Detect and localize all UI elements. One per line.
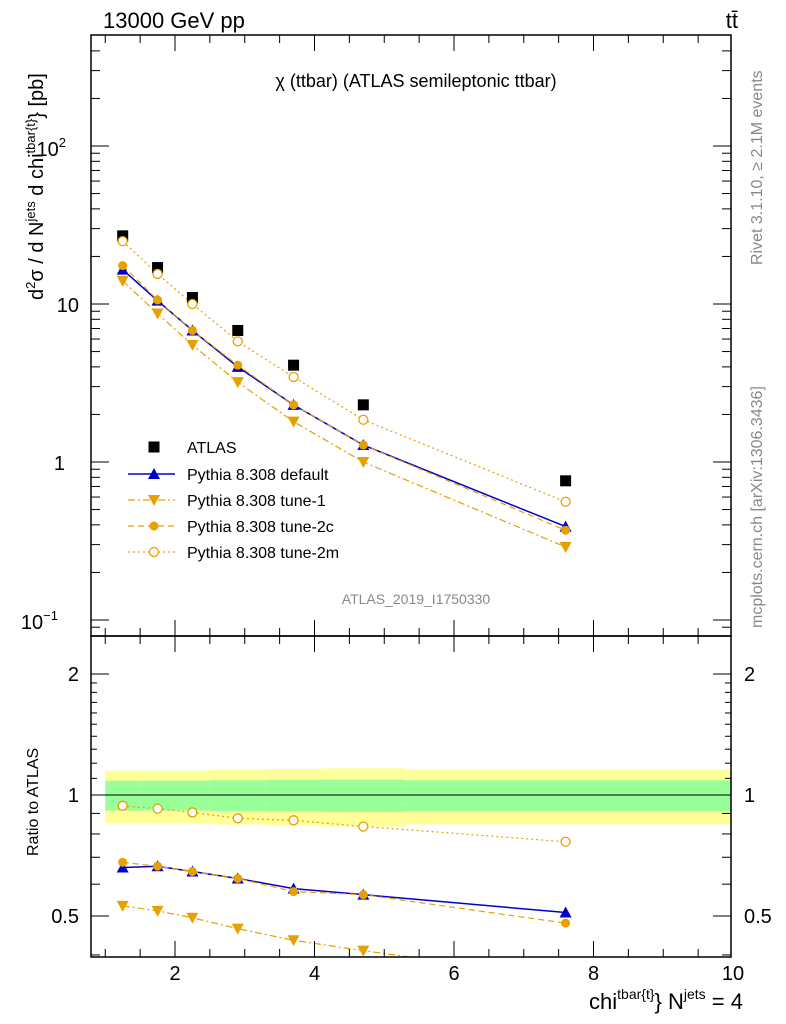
data-point-atlas <box>232 324 244 336</box>
main-y-axis-label: d2σ / d Njets d chitbar{t}} [pb] <box>23 73 48 300</box>
legend-label-atlas: ATLAS <box>187 440 237 457</box>
legend-marker-pythia-8-308-tune-2m <box>148 546 160 558</box>
data-point-pythia-8-308-tune-2m <box>560 496 571 507</box>
ratio-y-tick-label-0.5-left: 0.5 <box>51 906 79 928</box>
data-point-pythia-8-308-tune-2m <box>232 336 243 347</box>
data-point-atlas <box>186 291 198 303</box>
data-point-pythia-8-308-tune-1 <box>116 275 129 287</box>
data-point-pythia-8-308-tune-2c <box>187 325 197 335</box>
data-point-pythia-8-308-tune-2m <box>358 414 369 425</box>
process-label: tt̄ <box>726 8 738 33</box>
ratio-band-inner <box>209 780 266 812</box>
ratio-band-inner <box>405 780 731 812</box>
y-tick-label-0.1: 10−1 <box>21 608 58 634</box>
ratio-point-pythia-8-308-tune-2c <box>233 873 243 883</box>
data-point-pythia-8-308-tune-1 <box>151 308 164 320</box>
ratio-point-pythia-8-308-tune-2c <box>118 857 128 867</box>
ratio-y-tick-label-0.5-right: 0.5 <box>744 906 772 928</box>
ratio-point-pythia-8-308-tune-2m <box>152 803 163 814</box>
ratio-y-tick-label-1-left: 1 <box>68 785 79 807</box>
data-point-pythia-8-308-tune-1 <box>559 541 572 553</box>
x-tick-label: 6 <box>448 963 459 985</box>
ratio-point-pythia-8-308-tune-1 <box>560 973 572 984</box>
data-point-atlas <box>117 230 129 242</box>
ratio-point-pythia-8-308-tune-1 <box>231 923 244 935</box>
ratio-y-axis-label: Ratio to ATLAS <box>25 748 42 856</box>
y-tick-label-10: 10 <box>57 295 79 317</box>
ratio-point-pythia-8-308-tune-1 <box>116 900 129 912</box>
x-tick-label: 10 <box>722 963 744 985</box>
data-point-pythia-8-308-tune-2m <box>152 268 163 280</box>
x-tick-labels: 2 4 6 8 10 <box>169 963 744 985</box>
ratio-point-pythia-8-308-tune-2c <box>289 887 299 897</box>
x-tick-label: 4 <box>309 963 320 985</box>
ratio-point-pythia-8-308-tune-2m <box>358 821 369 832</box>
header-title: 13000 GeV pp <box>103 8 245 33</box>
data-point-pythia-8-308-tune-2m <box>117 235 128 247</box>
data-point-pythia-8-308-tune-2m <box>288 371 299 383</box>
ratio-point-pythia-8-308-default <box>559 906 572 918</box>
legend-marker-pythia-8-308-default <box>148 468 160 479</box>
ratio-y-tick-label-2-right: 2 <box>744 664 755 686</box>
ratio-point-pythia-8-308-tune-2c <box>358 890 368 900</box>
ratio-point-pythia-8-308-tune-1 <box>151 905 164 917</box>
ratio-point-pythia-8-308-tune-2m <box>187 807 198 818</box>
main-plot-panel: χ (ttbar) (ATLAS semileptonic ttbar) ATL… <box>21 34 732 637</box>
ratio-y-tick-label-1-right: 1 <box>744 785 755 807</box>
data-point-atlas <box>152 262 164 274</box>
y-tick-label-100: 102 <box>37 135 66 161</box>
series-line-pythia-8-308-default <box>122 269 566 528</box>
ratio-point-pythia-8-308-tune-2c <box>153 861 163 871</box>
legend-label-tune2m: Pythia 8.308 tune-2m <box>187 545 339 562</box>
ratio-band-inner <box>265 779 322 812</box>
ratio-plot-panel: 0.5 1 2 0.5 1 2 Ratio to ATLAS <box>25 635 772 984</box>
legend-marker-pythia-8-308-tune-2c <box>149 521 159 531</box>
data-point-pythia-8-308-tune-2c <box>118 261 128 271</box>
ratio-plot-frame <box>90 635 732 958</box>
data-point-pythia-8-308-tune-1 <box>231 377 244 389</box>
ratio-point-pythia-8-308-tune-2m <box>288 815 299 826</box>
ratio-y-tick-label-2-left: 2 <box>68 664 79 686</box>
data-point-pythia-8-308-tune-2m <box>187 298 198 310</box>
ratio-point-pythia-8-308-tune-1 <box>357 945 370 957</box>
main-y-tick-labels: 10 102 10−1 1 <box>21 135 79 634</box>
legend-label-default: Pythia 8.308 default <box>187 467 329 484</box>
y-tick-label-1: 1 <box>54 453 65 475</box>
series-line-pythia-8-308-tune-2m <box>122 240 566 503</box>
data-point-atlas <box>288 359 300 371</box>
ratio-band-inner <box>321 779 406 812</box>
legend-marker-atlas <box>148 441 160 453</box>
data-point-atlas <box>357 399 369 411</box>
analysis-id: ATLAS_2019_I1750330 <box>342 591 491 607</box>
ratio-point-pythia-8-308-tune-2m <box>232 813 243 824</box>
x-tick-label: 8 <box>588 963 599 985</box>
data-point-pythia-8-308-tune-2c <box>289 400 299 410</box>
data-point-pythia-8-308-tune-2c <box>233 360 243 370</box>
ratio-point-pythia-8-308-tune-2m <box>560 836 571 847</box>
data-point-atlas <box>560 475 572 487</box>
data-point-pythia-8-308-tune-2c <box>153 295 163 305</box>
x-tick-label: 2 <box>169 963 180 985</box>
ratio-point-pythia-8-308-tune-2c <box>187 867 197 877</box>
ratio-band-inner <box>175 780 210 811</box>
data-point-pythia-8-308-tune-1 <box>186 340 199 352</box>
legend: ATLAS Pythia 8.308 default Pythia 8.308 … <box>128 440 339 562</box>
ratio-point-pythia-8-308-default <box>116 861 129 873</box>
x-axis-label: chitbar{t}} Njets = 4 <box>589 986 743 1014</box>
rivet-label: Rivet 3.1.10, ≥ 2.1M events <box>749 70 766 265</box>
mcplots-label: mcplots.cern.ch [arXiv:1306.3436] <box>749 386 766 628</box>
legend-marker-pythia-8-308-tune-1 <box>148 495 160 506</box>
data-point-pythia-8-308-tune-2c <box>561 525 571 535</box>
ratio-point-pythia-8-308-tune-2m <box>117 800 128 811</box>
ratio-point-pythia-8-308-tune-2c <box>561 918 571 928</box>
ratio-point-pythia-8-308-tune-1 <box>186 912 199 924</box>
data-point-pythia-8-308-tune-1 <box>287 416 300 428</box>
legend-label-tune2c: Pythia 8.308 tune-2c <box>187 519 334 536</box>
plot-title: χ (ttbar) (ATLAS semileptonic ttbar) <box>275 71 556 91</box>
legend-label-tune1: Pythia 8.308 tune-1 <box>187 493 326 510</box>
ratio-point-pythia-8-308-tune-1 <box>287 935 300 947</box>
data-point-pythia-8-308-tune-2c <box>358 440 368 450</box>
data-point-pythia-8-308-tune-1 <box>357 457 370 468</box>
